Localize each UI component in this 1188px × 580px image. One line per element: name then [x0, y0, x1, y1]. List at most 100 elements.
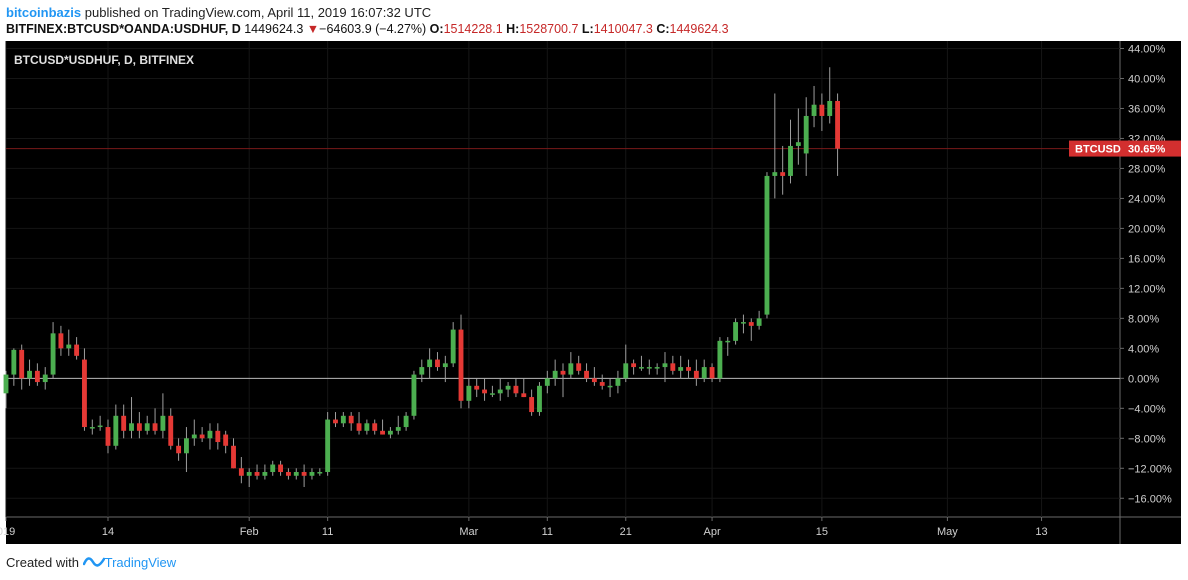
candle-body [380, 430, 385, 435]
author-link[interactable]: bitcoinbazis [6, 5, 82, 20]
y-tick-label: 0.00% [1128, 373, 1159, 385]
candle-bearish [301, 464, 307, 488]
candle-bearish [693, 359, 699, 386]
candle-body [591, 378, 597, 383]
candle-bullish [489, 385, 495, 398]
x-tick-label: May [937, 526, 958, 538]
candle-bearish [584, 363, 589, 383]
candle-body [215, 430, 221, 443]
tradingview-logo-icon [82, 557, 105, 567]
candle-bullish [568, 352, 574, 379]
candle-body [505, 385, 511, 390]
candle-body [764, 175, 770, 315]
candle-body [34, 370, 40, 383]
candle-bullish [42, 367, 48, 390]
y-tick-label: 16.00% [1128, 253, 1166, 265]
price-change: −64603.9 (−4.27%) [319, 22, 427, 36]
candle-body [27, 370, 32, 379]
candle-body [733, 322, 739, 341]
candle-body [333, 419, 338, 424]
candle-bullish [144, 415, 150, 435]
candle-body [152, 423, 158, 431]
y-tick-label: 12.00% [1128, 283, 1166, 295]
candle-body [262, 472, 268, 476]
candle-bearish [285, 468, 291, 480]
candle-bullish [764, 172, 770, 319]
candle-bearish [82, 348, 87, 431]
candle-body [568, 363, 574, 375]
y-tick-label: −8.00% [1128, 433, 1166, 445]
candle-bullish [246, 468, 252, 488]
candle-body [184, 438, 189, 454]
candle-body [82, 359, 87, 428]
candle-bearish [223, 430, 229, 454]
candle-bullish [207, 423, 213, 450]
candle-bullish [733, 318, 739, 345]
candle-body [607, 385, 613, 388]
candle-bullish [639, 355, 644, 371]
candle-body [819, 104, 825, 116]
candle-bullish [623, 344, 629, 383]
candle-body [458, 329, 464, 401]
candle-bullish [811, 85, 817, 128]
time-axis[interactable] [6, 517, 1181, 544]
candle-bullish [803, 97, 809, 176]
candle-bearish [74, 337, 80, 360]
close-value: 1449624.3 [669, 22, 729, 36]
candle-body [160, 415, 166, 431]
candle-bearish [254, 464, 260, 480]
candle-bearish [231, 438, 236, 469]
candle-bullish [419, 359, 425, 383]
candle-bullish [466, 378, 472, 409]
candle-body [748, 322, 754, 326]
last-value-tag-label: BTCUSD [1075, 144, 1121, 156]
candle-bullish [66, 329, 72, 356]
candle-bearish [482, 378, 487, 401]
candle-body [678, 367, 684, 371]
candle-bullish [50, 322, 56, 379]
candle-body [278, 464, 284, 473]
plot-area[interactable] [6, 41, 1120, 517]
candle-bullish [741, 314, 746, 334]
candle-body [599, 382, 605, 386]
x-tick-label: Feb [240, 526, 259, 538]
candle-bullish [11, 348, 17, 386]
candle-body [285, 472, 291, 476]
candle-body [474, 385, 480, 390]
candle-bullish [270, 460, 276, 476]
candle-bearish [199, 427, 205, 443]
candle-body [741, 322, 746, 324]
candle-body [74, 344, 80, 356]
candle-bearish [238, 457, 244, 484]
x-tick-label: 15 [816, 526, 828, 538]
candle-bullish [654, 363, 660, 375]
last-price: 1449624.3 [244, 22, 304, 36]
candle-body [191, 434, 197, 439]
candle-bullish [293, 468, 299, 480]
tradingview-brand-link[interactable]: TradingView [104, 555, 177, 570]
candle-body [811, 104, 817, 116]
candle-body [466, 385, 472, 401]
candle-body [270, 464, 276, 473]
candle-bearish [168, 408, 174, 450]
candle-body [129, 423, 134, 431]
candle-bullish [725, 337, 731, 356]
candle-body [450, 329, 456, 364]
price-chart[interactable]: 44.00%40.00%36.00%32.00%28.00%24.00%20.0… [0, 40, 1184, 546]
x-tick-label: 13 [1035, 526, 1047, 538]
candle-body [584, 370, 589, 379]
candle-body [348, 415, 354, 424]
candles [3, 67, 841, 488]
candle-bearish [780, 145, 786, 195]
candle-body [693, 370, 699, 379]
candle-body [576, 363, 582, 371]
candle-bullish [27, 359, 32, 386]
x-tick-label: Mar [459, 526, 478, 538]
candle-bearish [458, 314, 464, 409]
candle-body [482, 389, 487, 394]
price-axis[interactable] [1120, 41, 1181, 517]
candle-body [670, 363, 676, 371]
last-value-tag: BTCUSD 30.65% [1069, 140, 1181, 157]
candle-body [325, 419, 331, 473]
candle-bullish [427, 348, 433, 379]
